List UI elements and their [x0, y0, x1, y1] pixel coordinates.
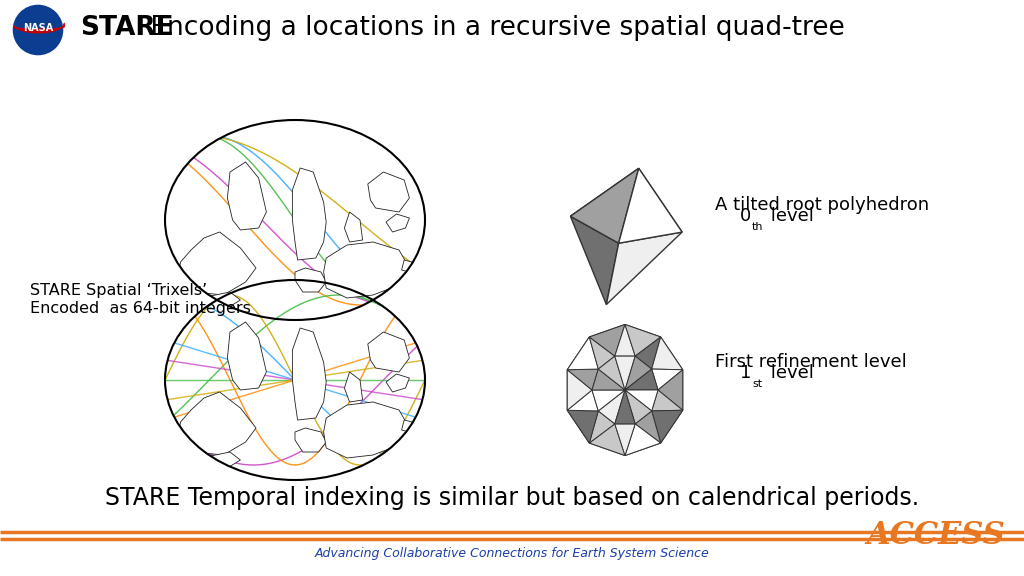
Polygon shape — [598, 356, 625, 390]
Polygon shape — [635, 411, 660, 443]
Polygon shape — [570, 168, 682, 232]
Polygon shape — [368, 172, 410, 212]
Polygon shape — [295, 268, 327, 292]
Polygon shape — [386, 374, 410, 392]
Polygon shape — [651, 369, 683, 390]
Polygon shape — [567, 370, 625, 410]
Polygon shape — [293, 168, 327, 260]
Polygon shape — [589, 324, 625, 390]
Polygon shape — [401, 420, 412, 432]
Polygon shape — [606, 232, 682, 305]
Polygon shape — [178, 392, 256, 455]
Polygon shape — [625, 356, 651, 390]
Polygon shape — [178, 232, 256, 295]
Text: Encoded  as 64-bit integers: Encoded as 64-bit integers — [30, 301, 251, 316]
Polygon shape — [614, 390, 635, 424]
Text: Encoding a locations in a recursive spatial quad-tree: Encoding a locations in a recursive spat… — [142, 15, 845, 41]
Text: level: level — [765, 364, 814, 382]
Polygon shape — [592, 390, 625, 411]
Text: level: level — [765, 207, 814, 225]
Polygon shape — [589, 424, 625, 456]
Ellipse shape — [165, 120, 425, 320]
Polygon shape — [592, 369, 625, 390]
Polygon shape — [227, 322, 266, 390]
Polygon shape — [651, 410, 683, 443]
Polygon shape — [625, 324, 660, 390]
Polygon shape — [598, 390, 625, 424]
Polygon shape — [625, 390, 660, 456]
Polygon shape — [567, 337, 625, 390]
Polygon shape — [625, 337, 683, 390]
Polygon shape — [625, 324, 660, 356]
Text: First refinement level: First refinement level — [715, 353, 906, 371]
Text: Advancing Collaborative Connections for Earth System Science: Advancing Collaborative Connections for … — [314, 548, 710, 560]
Polygon shape — [324, 402, 410, 458]
Polygon shape — [344, 212, 362, 242]
Polygon shape — [589, 411, 614, 443]
Text: NASA: NASA — [23, 23, 53, 33]
Polygon shape — [293, 328, 327, 420]
Polygon shape — [211, 292, 241, 308]
Text: 0: 0 — [740, 207, 752, 225]
Polygon shape — [651, 390, 683, 411]
Polygon shape — [658, 370, 683, 410]
Polygon shape — [227, 162, 266, 230]
Text: STARE Spatial ‘Trixels’: STARE Spatial ‘Trixels’ — [30, 282, 207, 297]
Polygon shape — [589, 390, 625, 456]
Polygon shape — [401, 260, 412, 272]
Polygon shape — [625, 370, 683, 410]
Ellipse shape — [165, 280, 425, 480]
Polygon shape — [567, 337, 598, 370]
Polygon shape — [614, 324, 635, 356]
Text: A tilted root polyhedron: A tilted root polyhedron — [715, 196, 929, 214]
Polygon shape — [625, 369, 658, 390]
Polygon shape — [614, 356, 635, 390]
Polygon shape — [567, 390, 598, 411]
Polygon shape — [295, 428, 327, 452]
Text: STARE Temporal indexing is similar but based on calendrical periods.: STARE Temporal indexing is similar but b… — [104, 486, 920, 510]
Polygon shape — [386, 214, 410, 232]
Text: th: th — [752, 222, 764, 232]
Polygon shape — [567, 410, 598, 443]
Polygon shape — [570, 216, 618, 305]
Text: 1: 1 — [740, 364, 752, 382]
Polygon shape — [625, 390, 651, 424]
Polygon shape — [625, 390, 658, 411]
Text: st: st — [752, 379, 762, 389]
Polygon shape — [589, 324, 625, 356]
Circle shape — [12, 4, 63, 56]
Polygon shape — [635, 337, 660, 369]
Polygon shape — [570, 168, 639, 243]
Polygon shape — [567, 390, 625, 443]
Polygon shape — [614, 424, 635, 456]
Polygon shape — [567, 369, 598, 390]
Polygon shape — [344, 372, 362, 402]
Polygon shape — [651, 337, 683, 370]
Polygon shape — [589, 337, 614, 369]
Polygon shape — [324, 242, 410, 298]
Polygon shape — [625, 424, 660, 456]
Polygon shape — [567, 370, 592, 410]
Text: ACCESS: ACCESS — [866, 521, 1005, 551]
Polygon shape — [368, 332, 410, 372]
Text: STARE: STARE — [80, 15, 174, 41]
Polygon shape — [618, 168, 682, 243]
Polygon shape — [625, 390, 683, 443]
Polygon shape — [211, 452, 241, 468]
